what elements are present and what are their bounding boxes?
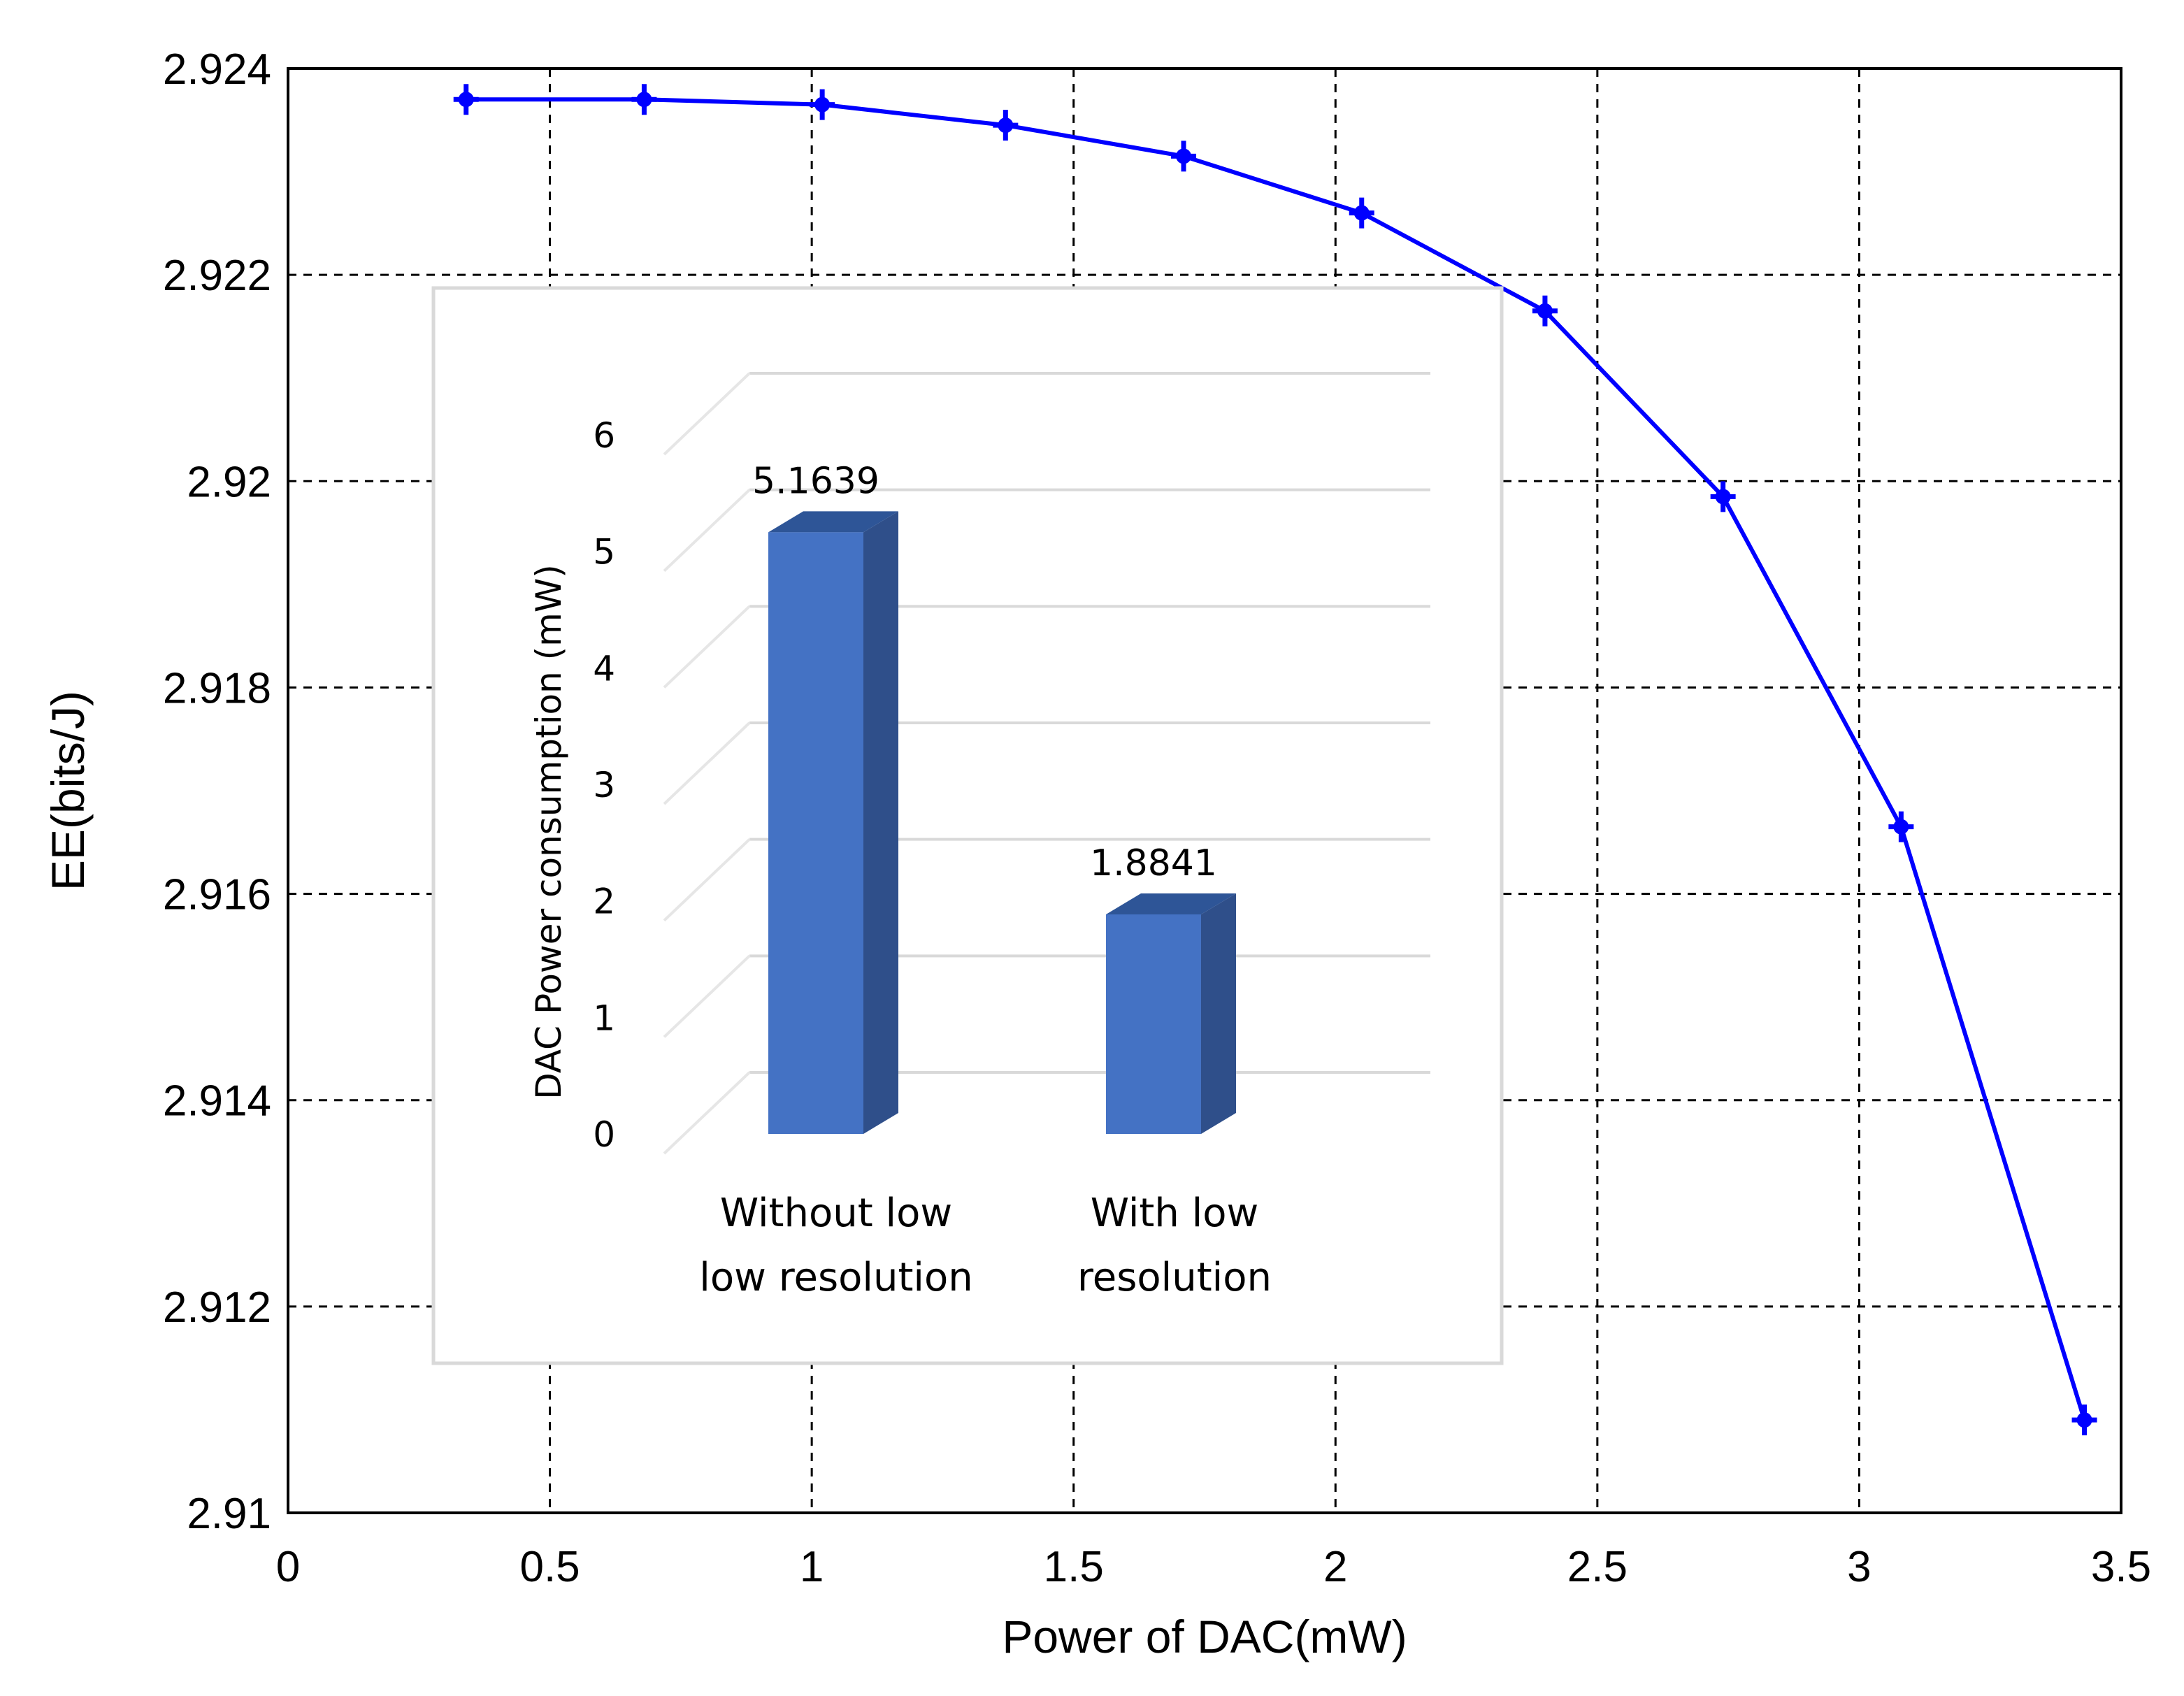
data-point-core — [998, 117, 1014, 134]
main-series-polyline — [466, 97, 2087, 1421]
main-y-axis-label: EE(bits/J) — [42, 691, 94, 891]
main-x-tick-label: 1.5 — [1044, 1543, 1104, 1591]
inset-grid-depth-line — [663, 605, 751, 689]
data-point-core — [636, 92, 652, 108]
inset-bar-side — [1201, 893, 1236, 1134]
inset-category-label: low resolution — [699, 1255, 972, 1300]
data-point-core — [1893, 819, 1909, 835]
data-point — [631, 84, 657, 115]
main-y-tick-label: 2.91 — [187, 1490, 271, 1538]
data-point-core — [2076, 1412, 2092, 1428]
inset-bar-front — [768, 532, 863, 1134]
main-y-tick-label: 2.916 — [163, 871, 271, 919]
data-point — [993, 110, 1019, 141]
data-point — [1171, 141, 1197, 172]
inset-y-tick-label: 0 — [593, 1114, 615, 1155]
inset-category-label: Without low — [720, 1191, 952, 1236]
inset-bar-top — [768, 511, 898, 533]
data-point — [1349, 197, 1374, 229]
inset-bar-value-label: 5.1639 — [752, 460, 879, 502]
inset-category-label: resolution — [1077, 1255, 1272, 1300]
inset-category-labels: Without low low resolution With low resolut… — [699, 1191, 1272, 1300]
inset-grid-depth-line — [663, 838, 751, 922]
inset-grid-depth-line — [663, 372, 751, 456]
main-y-tick-labels: 2.91 2.912 2.914 2.916 2.918 2.92 2.922 2.924 — [163, 45, 271, 1538]
main-x-tick-labels: 0 0.5 1 1.5 2 2.5 3 3.5 — [276, 1543, 2151, 1591]
main-line-chart: 0 0.5 1 1.5 2 2.5 3 3.5 2.912.9122.9142.9162.91… — [42, 45, 2151, 1662]
inset-category-label: With low — [1091, 1191, 1259, 1236]
data-point — [1532, 295, 1558, 326]
data-point — [453, 84, 479, 115]
main-y-tick-label: 2.918 — [163, 664, 271, 712]
inset-y-tick-label: 2 — [593, 882, 615, 922]
data-point-core — [1715, 489, 1731, 505]
data-point — [1710, 481, 1736, 512]
main-x-axis-label: Power of DAC(mW) — [1002, 1611, 1407, 1662]
inset-grid-depth-line — [663, 489, 751, 573]
inset-bar-value-label: 1.8841 — [1090, 842, 1217, 884]
main-x-tick-label: 0 — [276, 1543, 300, 1591]
main-y-tick-label: 2.912 — [163, 1284, 271, 1332]
inset-y-tick-label: 4 — [593, 648, 615, 689]
inset-panel — [431, 286, 1504, 1365]
main-y-tick-label: 2.92 — [187, 458, 271, 506]
main-y-tick-label: 2.914 — [163, 1077, 271, 1126]
main-y-tick-label: 2.922 — [163, 252, 271, 300]
main-x-tick-label: 2.5 — [1567, 1543, 1628, 1591]
main-x-tick-label: 2 — [1323, 1543, 1347, 1591]
data-point — [810, 89, 835, 120]
inset-y-tick-label: 5 — [593, 532, 615, 573]
data-point-core — [458, 92, 474, 108]
inset-y-tick-label: 3 — [593, 765, 615, 805]
data-point-core — [1537, 303, 1553, 319]
main-series-markers — [453, 84, 2097, 1436]
inset-y-tick-label: 6 — [593, 415, 615, 456]
inset-grid-depth-line — [663, 721, 751, 805]
data-point — [2071, 1404, 2097, 1436]
inset-bars: 5.1639 1.8841 — [752, 460, 1236, 1134]
inset-bar-side — [863, 511, 898, 1134]
data-point-core — [814, 96, 831, 113]
main-x-tick-label: 0.5 — [519, 1543, 580, 1591]
main-x-tick-label: 1 — [800, 1543, 824, 1591]
main-y-tick-label: 2.924 — [163, 45, 271, 94]
data-point-core — [1353, 205, 1370, 221]
inset-bar: 1.8841 — [1090, 842, 1236, 1134]
inset-bar-front — [1106, 914, 1201, 1134]
inset-grid-depth-line — [663, 954, 751, 1038]
inset-grid-depth-line — [663, 1071, 751, 1155]
data-point — [1888, 811, 1914, 842]
inset-y-tick-label: 1 — [593, 998, 615, 1038]
main-plot-frame — [287, 67, 2122, 1514]
main-x-tick-label: 3 — [1847, 1543, 1871, 1591]
inset-y-tick-labels: 0 1 2 3 4 5 6 — [593, 415, 615, 1155]
inset-bar-chart: 5.1639 1.8841 0 1 2 3 4 5 6 Without low low reso… — [431, 286, 1504, 1365]
main-series-line — [466, 97, 2087, 1421]
inset-y-axis-label: DAC Power consumption (mW) — [529, 564, 569, 1100]
inset-bar: 5.1639 — [752, 460, 898, 1134]
data-point-core — [1176, 148, 1192, 164]
main-x-tick-label: 3.5 — [2091, 1543, 2151, 1591]
inset-bar-top — [1106, 893, 1236, 914]
